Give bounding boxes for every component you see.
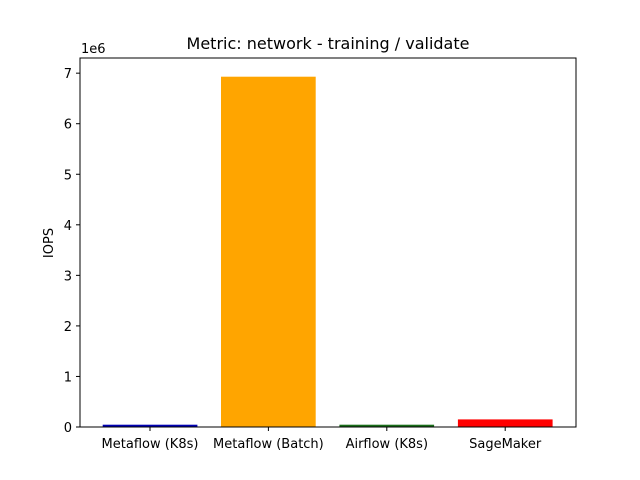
y-tick-label: 0 xyxy=(64,421,72,436)
y-axis-ticks: 0 1 2 3 4 5 6 7 xyxy=(64,67,80,436)
bar-0 xyxy=(102,424,198,427)
x-tick-label: Airflow (K8s) xyxy=(346,437,428,452)
bar-1 xyxy=(221,76,316,427)
y-tick-label: 6 xyxy=(64,118,72,133)
x-tick-label: SageMaker xyxy=(469,437,542,452)
y-tick-label: 7 xyxy=(64,67,72,82)
y-axis-label: IOPS xyxy=(42,228,57,258)
bar-3 xyxy=(457,419,553,427)
plot-frame xyxy=(79,57,577,428)
bar-2 xyxy=(339,424,435,427)
chart-title: Metric: network - training / validate xyxy=(187,34,470,53)
y-axis-offset-label: 1e6 xyxy=(81,42,106,57)
x-axis-ticks: Metaflow (K8s) Metaflow (Batch) Airflow (K… xyxy=(102,427,542,452)
y-tick-label: 4 xyxy=(64,219,72,234)
x-tick-label: Metaflow (Batch) xyxy=(213,437,324,452)
y-tick-label: 5 xyxy=(64,168,72,183)
x-tick-label: Metaflow (K8s) xyxy=(102,437,199,452)
y-tick-label: 2 xyxy=(64,320,72,335)
y-tick-label: 3 xyxy=(64,269,72,284)
bars-layer xyxy=(102,76,553,427)
y-tick-label: 1 xyxy=(64,370,72,385)
